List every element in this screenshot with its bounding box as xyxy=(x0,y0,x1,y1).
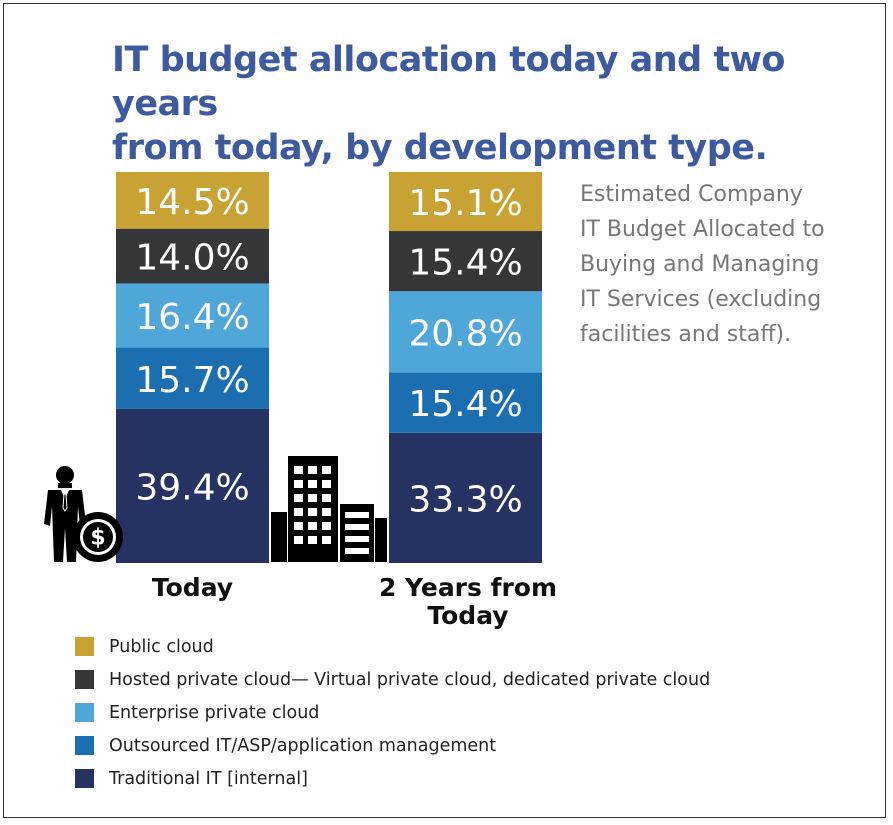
title-line-1: IT budget allocation today and two years xyxy=(112,40,785,124)
legend-swatch xyxy=(75,769,94,788)
legend-label: Traditional IT [internal] xyxy=(109,768,308,789)
legend-label: Hosted private cloud— Virtual private cl… xyxy=(109,669,711,690)
legend-swatch xyxy=(75,670,94,689)
legend-swatch xyxy=(75,736,94,755)
businessman-with-dollar-coin-icon: $ xyxy=(44,466,123,562)
data-label-0-0: 39.4% xyxy=(135,467,249,508)
legend-item: Hosted private cloud— Virtual private cl… xyxy=(75,663,710,696)
legend-label: Outsourced IT/ASP/application management xyxy=(109,735,497,756)
data-label-1-4: 15.1% xyxy=(408,183,522,224)
bar-segment-1-2 xyxy=(389,291,542,373)
data-label-1-2: 20.8% xyxy=(408,313,522,354)
data-label-1-1: 15.4% xyxy=(408,384,522,425)
data-label-1-3: 15.4% xyxy=(408,243,522,284)
legend-item: Traditional IT [internal] xyxy=(75,762,710,795)
bar-segment-1-3 xyxy=(389,231,542,292)
legend-swatch xyxy=(75,637,94,656)
bar-segment-0-0 xyxy=(116,408,269,563)
legend-swatch xyxy=(75,703,94,722)
category-label-today: Today xyxy=(151,573,234,602)
data-label-1-0: 33.3% xyxy=(408,479,522,520)
chart-legend: Public cloud Hosted private cloud— Virtua… xyxy=(75,630,710,795)
title-line-2: from today, by development type. xyxy=(112,128,768,168)
legend-label: Enterprise private cloud xyxy=(109,702,320,723)
bar-segment-1-1 xyxy=(389,372,542,433)
bar-segment-0-4 xyxy=(116,172,269,229)
data-label-0-3: 14.0% xyxy=(135,238,249,279)
bar-segment-0-1 xyxy=(116,347,269,409)
bar-segment-1-0 xyxy=(389,432,542,563)
chart-note: Estimated Company IT Budget Allocated to… xyxy=(580,182,825,347)
bar-segment-0-2 xyxy=(116,283,269,348)
data-label-0-2: 16.4% xyxy=(135,297,249,338)
category-label-2-years: 2 Years from Today xyxy=(378,573,558,630)
legend-label: Public cloud xyxy=(109,636,214,657)
svg-text:$: $ xyxy=(90,526,105,551)
data-label-0-4: 14.5% xyxy=(135,182,249,223)
legend-item: Public cloud xyxy=(75,630,710,663)
chart-title: IT budget allocation today and two years… xyxy=(112,38,872,170)
data-label-0-1: 15.7% xyxy=(135,360,249,401)
bar-segment-1-4 xyxy=(389,172,542,232)
office-buildings-icon xyxy=(271,456,387,562)
legend-item: Outsourced IT/ASP/application management xyxy=(75,729,710,762)
legend-item: Enterprise private cloud xyxy=(75,696,710,729)
bar-segment-0-3 xyxy=(116,228,269,284)
